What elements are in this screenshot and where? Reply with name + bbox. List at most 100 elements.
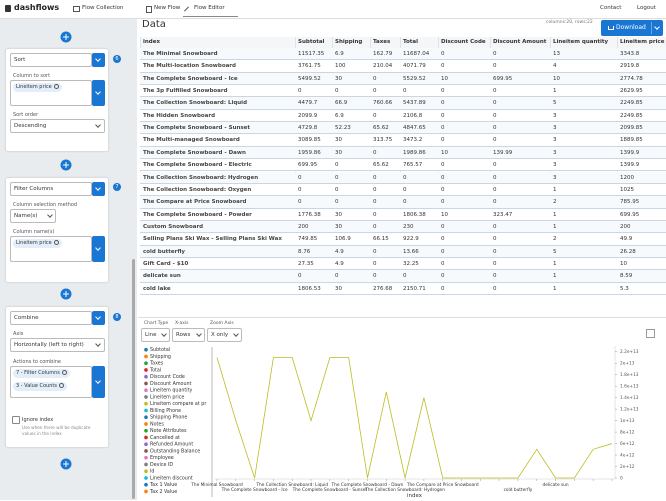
table-cell: 699.95	[620, 211, 640, 218]
table-cell: 0	[493, 248, 497, 255]
table-cell: 13	[553, 51, 560, 57]
badge: 7	[113, 183, 121, 191]
table-row	[140, 48, 666, 61]
table-cell: 106.9	[335, 236, 351, 243]
table-cell: 0	[373, 112, 377, 119]
nav-tab-active[interactable]: Flow Editor	[194, 5, 225, 11]
column-header[interactable]: Lineitem quantity	[553, 39, 609, 45]
column-header[interactable]: Discount Code	[441, 39, 486, 45]
table-row	[140, 134, 666, 147]
table-cell: 27.35	[298, 260, 314, 267]
legend-marker	[144, 415, 148, 420]
column-header[interactable]: index	[143, 39, 161, 45]
legend-scrollbar	[211, 347, 213, 497]
legend-marker	[144, 482, 148, 487]
legend-marker	[144, 408, 148, 413]
table-cell: 3	[553, 174, 557, 181]
row-index: Selling Plans Ski Wax - Selling Plans Sk…	[143, 236, 282, 243]
table-cell: 0	[403, 273, 407, 280]
nav-link[interactable]: Contact	[600, 5, 622, 11]
nav-tab[interactable]: Flow Collection	[82, 5, 124, 11]
table-cell: 2099.9	[298, 112, 318, 119]
table-cell: 0	[373, 260, 377, 267]
table-cell: 52.23	[335, 125, 351, 132]
table-cell: 0	[298, 174, 302, 181]
legend-marker	[144, 469, 148, 474]
multi-select[interactable]: 7 - Filter Columns 3 - Value Counts	[10, 366, 92, 398]
add-step[interactable]	[60, 458, 72, 470]
table-cell: 0	[493, 88, 497, 95]
select[interactable]: Descending	[10, 119, 105, 133]
x-tick-label: The Collection Snowboard: Liquid	[255, 482, 328, 488]
control-select[interactable]: Line	[141, 328, 170, 342]
row-index: The Compare at Price Snowboard	[143, 199, 247, 206]
chip-text: 7 - Filter Columns	[16, 370, 60, 376]
table-cell: 1025	[620, 186, 634, 193]
select[interactable]: Horizontally (left to right)	[10, 338, 105, 352]
step-select[interactable]: Filter Columns	[10, 182, 92, 196]
column-header[interactable]: Subtotal	[298, 39, 325, 45]
chip: 3 - Value Counts	[13, 382, 67, 391]
dropdown-button[interactable]	[92, 236, 105, 262]
table-cell: 4071.79	[403, 63, 426, 70]
field-label: Axis	[13, 331, 24, 337]
expand-icon[interactable]	[646, 329, 655, 338]
navbar: dashflows Flow Collection New Flow Flow …	[0, 0, 666, 19]
multi-select[interactable]: Lineitem price	[10, 80, 92, 106]
table-cell: 30	[335, 285, 342, 292]
column-header[interactable]: Taxes	[373, 39, 391, 45]
multi-select[interactable]: Lineitem price	[10, 236, 92, 262]
badge: 8	[113, 313, 121, 321]
table-cell: 200	[298, 223, 309, 230]
table-cell: 760.66	[373, 100, 393, 107]
table-cell: 1889.85	[620, 137, 643, 144]
step-select[interactable]: Combine	[10, 311, 92, 325]
row-index: The 3p Fulfilled Snowboard	[143, 88, 228, 95]
table-cell: 139.99	[493, 149, 513, 156]
legend-label: Notes	[150, 421, 164, 427]
x-tick-label: The Collection Snowboard: Hydrogen	[364, 487, 445, 493]
control-select[interactable]: Rows	[172, 328, 205, 342]
column-header[interactable]: Lineitem price	[620, 39, 665, 45]
table-cell: 1	[553, 186, 557, 193]
dropdown-button[interactable]	[92, 366, 105, 398]
legend-label: Lineitem price	[150, 394, 184, 400]
y-tick-label: 2e+13	[620, 361, 635, 367]
add-step[interactable]	[60, 159, 72, 171]
y-tick-label: 4e+12	[620, 453, 635, 459]
checkbox[interactable]	[12, 416, 20, 424]
table-cell: 2249.85	[620, 112, 643, 119]
dropdown-button[interactable]	[92, 311, 105, 325]
step-select[interactable]: Sort	[10, 53, 92, 67]
table-cell: 1200	[620, 174, 634, 181]
table-cell: 313.75	[373, 137, 393, 144]
add-step[interactable]	[60, 31, 72, 43]
nav-tab[interactable]: New Flow	[154, 5, 181, 11]
download-button[interactable]: Download	[601, 20, 663, 36]
nav-link[interactable]: Logout	[637, 5, 656, 11]
legend-label: Cancelled at	[150, 435, 180, 441]
select[interactable]: Name(s)	[10, 209, 56, 223]
column-header[interactable]: Shipping	[335, 39, 363, 45]
column-header[interactable]: Total	[403, 39, 419, 45]
legend-label: Total	[149, 367, 161, 373]
data-title: Data	[142, 19, 166, 30]
x-tick-label: The Complete Snowboard - Ice	[221, 487, 288, 493]
control-select[interactable]: X only	[207, 328, 242, 342]
legend-label: Outstanding Balance	[150, 448, 200, 454]
y-tick-label: 0	[620, 476, 623, 482]
table-cell: 5437.89	[403, 100, 426, 107]
table-cell: 0	[441, 273, 445, 280]
logo[interactable]: dashflows	[14, 3, 60, 12]
table-cell: 785.95	[620, 199, 640, 206]
row-index: The Complete Snowboard - Powder	[143, 211, 252, 218]
row-index: The Multi-managed Snowboard	[143, 137, 240, 144]
table-cell: 3473.2	[403, 137, 423, 144]
dropdown-button[interactable]	[92, 80, 105, 106]
dropdown-button[interactable]	[92, 53, 105, 67]
column-header[interactable]: Discount Amount	[493, 39, 547, 45]
dropdown-button[interactable]	[92, 182, 105, 196]
row-index: delicate sun	[143, 273, 181, 280]
scrollbar-thumb[interactable]	[132, 259, 135, 499]
add-step[interactable]	[60, 288, 72, 300]
